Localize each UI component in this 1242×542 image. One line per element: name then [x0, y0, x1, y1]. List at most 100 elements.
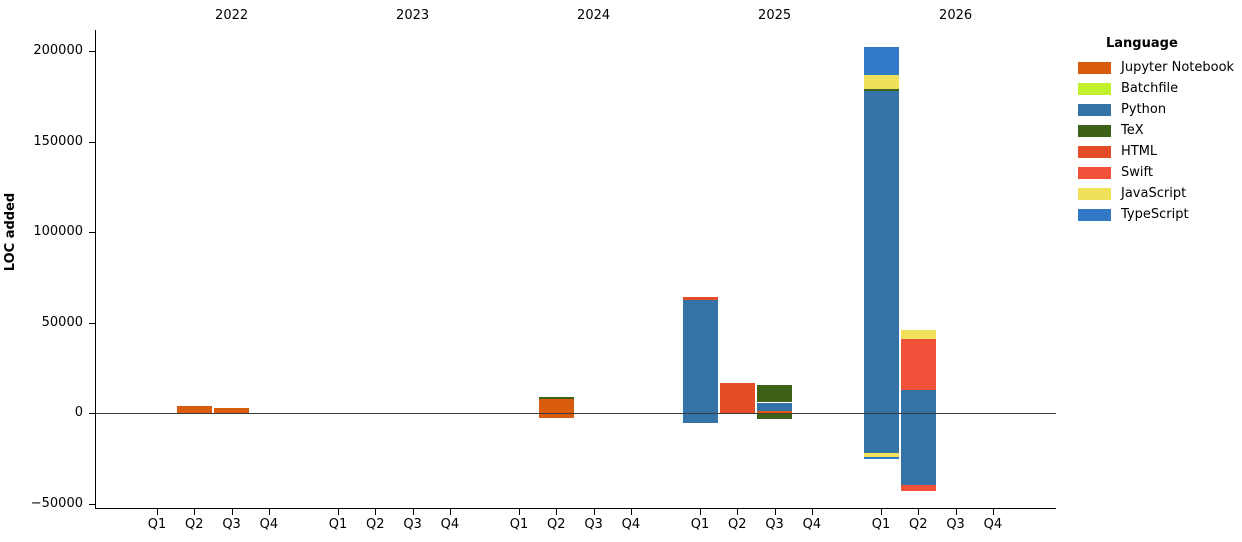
x-tick: [412, 509, 414, 515]
legend-title: Language: [1106, 36, 1178, 51]
bar-segment: [863, 47, 899, 76]
bar-segment: [900, 414, 936, 485]
bar-segment: [214, 407, 250, 413]
x-axis-spine: [95, 508, 1056, 509]
x-tick: [449, 509, 451, 515]
legend: Language Jupyter Notebook Batchfile Python…: [1078, 36, 1242, 225]
legend-swatch-icon: [1078, 145, 1111, 158]
x-tick-label: Q2: [185, 517, 204, 532]
y-tick: [89, 322, 95, 324]
x-tick: [268, 509, 270, 515]
y-tick-label: −50000: [30, 495, 83, 511]
y-tick: [89, 413, 95, 414]
y-tick-label: 50000: [41, 314, 83, 330]
x-tick-label: Q1: [690, 517, 710, 532]
year-label: 2024: [577, 8, 611, 23]
x-tick: [700, 509, 701, 515]
x-tick-label: Q4: [259, 517, 279, 532]
y-tick-label: 0: [74, 405, 83, 420]
legend-row: Jupyter Notebook: [1078, 57, 1242, 78]
x-tick-label: Q3: [222, 517, 241, 532]
bar-segment: [863, 75, 899, 89]
bar-segment: [682, 300, 718, 413]
bar-segment: [863, 414, 899, 453]
x-tick: [881, 509, 882, 515]
legend-label: Jupyter Notebook: [1121, 60, 1235, 75]
year-label: 2026: [939, 8, 973, 23]
bar-segment: [900, 390, 936, 413]
legend-row: HTML: [1078, 141, 1242, 162]
x-tick: [811, 509, 813, 515]
x-tick-label: Q3: [946, 517, 965, 532]
x-tick-label: Q4: [621, 517, 641, 532]
bar-segment: [900, 338, 936, 390]
x-tick: [992, 509, 994, 515]
x-tick: [630, 509, 632, 515]
x-tick-label: Q2: [547, 517, 566, 532]
legend-row: Batchfile: [1078, 78, 1242, 99]
x-tick: [338, 509, 339, 515]
legend-swatch-icon: [1078, 208, 1111, 221]
legend-label: Python: [1121, 102, 1167, 117]
bar-segment: [757, 411, 793, 413]
legend-swatch-icon: [1078, 166, 1111, 179]
y-tick: [89, 51, 95, 52]
x-tick-label: Q2: [909, 517, 928, 532]
x-tick-label: Q4: [440, 517, 460, 532]
x-tick-label: Q1: [147, 517, 167, 532]
x-tick: [231, 509, 233, 515]
y-tick-label: 100000: [33, 224, 83, 239]
legend-row: JavaScript: [1078, 183, 1242, 204]
x-tick: [955, 509, 957, 515]
bar-segment: [719, 382, 755, 413]
x-tick-label: Q4: [983, 517, 1003, 532]
bar-segment: [538, 414, 574, 418]
bar-segment: [176, 405, 212, 413]
x-tick-label: Q1: [328, 517, 348, 532]
legend-label: TypeScript: [1121, 207, 1189, 222]
x-tick: [194, 509, 196, 515]
x-tick: [593, 509, 595, 515]
bar-segment: [900, 484, 936, 491]
bar-segment: [538, 397, 574, 400]
x-tick-label: Q2: [366, 517, 385, 532]
legend-swatch-icon: [1078, 103, 1111, 116]
legend-row: TypeScript: [1078, 204, 1242, 225]
y-tick: [89, 232, 95, 233]
legend-row: Python: [1078, 99, 1242, 120]
year-label: 2022: [215, 8, 249, 23]
bar-segment: [757, 402, 793, 411]
legend-swatch-icon: [1078, 61, 1111, 74]
legend-row: TeX: [1078, 120, 1242, 141]
legend-label: HTML: [1121, 144, 1158, 159]
x-tick-label: Q1: [509, 517, 529, 532]
x-tick-label: Q1: [871, 517, 891, 532]
bar-segment: [863, 452, 899, 457]
zero-line: [95, 413, 1056, 414]
x-tick-label: Q3: [403, 517, 422, 532]
legend-row: Swift: [1078, 162, 1242, 183]
x-tick: [556, 509, 558, 515]
y-tick: [89, 141, 95, 143]
bar-segment: [757, 414, 793, 420]
legend-label: JavaScript: [1121, 186, 1187, 201]
bar-segment: [900, 329, 936, 339]
legend-label: TeX: [1121, 123, 1144, 138]
bar-segment: [863, 91, 899, 413]
x-tick: [774, 509, 776, 515]
x-tick-label: Q4: [802, 517, 822, 532]
bar-segment: [863, 456, 899, 459]
legend-swatch-icon: [1078, 187, 1111, 200]
x-tick-label: Q2: [728, 517, 747, 532]
legend-swatch-icon: [1078, 82, 1111, 95]
x-tick: [737, 509, 739, 515]
bar-segment: [863, 89, 899, 91]
x-tick: [918, 509, 920, 515]
x-tick-label: Q3: [765, 517, 784, 532]
legend-label: Swift: [1121, 165, 1153, 180]
y-tick-label: 200000: [33, 43, 83, 58]
legend-label: Batchfile: [1121, 81, 1179, 96]
x-tick-label: Q3: [584, 517, 603, 532]
